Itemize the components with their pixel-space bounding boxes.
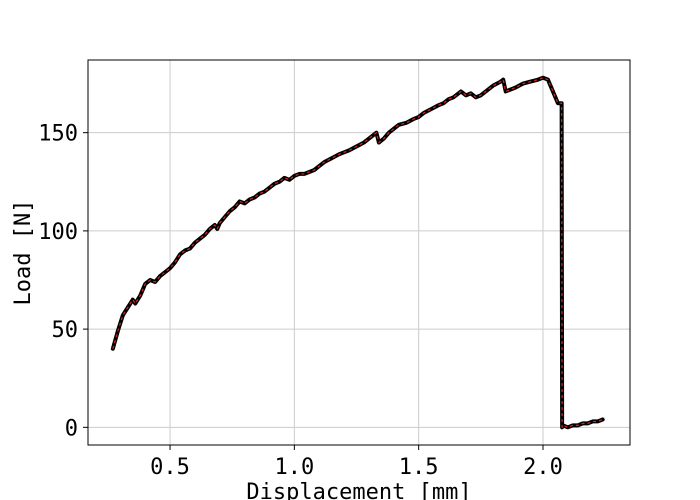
x-tick-label: 1.0 <box>274 455 314 480</box>
y-tick-label: 50 <box>52 318 79 343</box>
y-axis-label: Load [N] <box>11 200 36 306</box>
grid-lines <box>88 60 630 445</box>
series-layer <box>110 75 605 430</box>
x-axis-label: Displacement [mm] <box>246 480 471 500</box>
x-tick-label: 1.5 <box>399 455 439 480</box>
x-tick-label: 0.5 <box>150 455 190 480</box>
series-line <box>110 75 605 430</box>
y-tick-label: 0 <box>65 416 78 441</box>
tick-layer: 0.5 1.0 1.5 2.0 0 50 100 150 <box>38 122 563 480</box>
plot-frame <box>87 59 631 446</box>
x-tick-label: 2.0 <box>523 455 563 480</box>
y-tick-label: 100 <box>38 220 78 245</box>
y-tick-label: 150 <box>38 122 78 147</box>
series-overlay-line <box>112 77 603 428</box>
